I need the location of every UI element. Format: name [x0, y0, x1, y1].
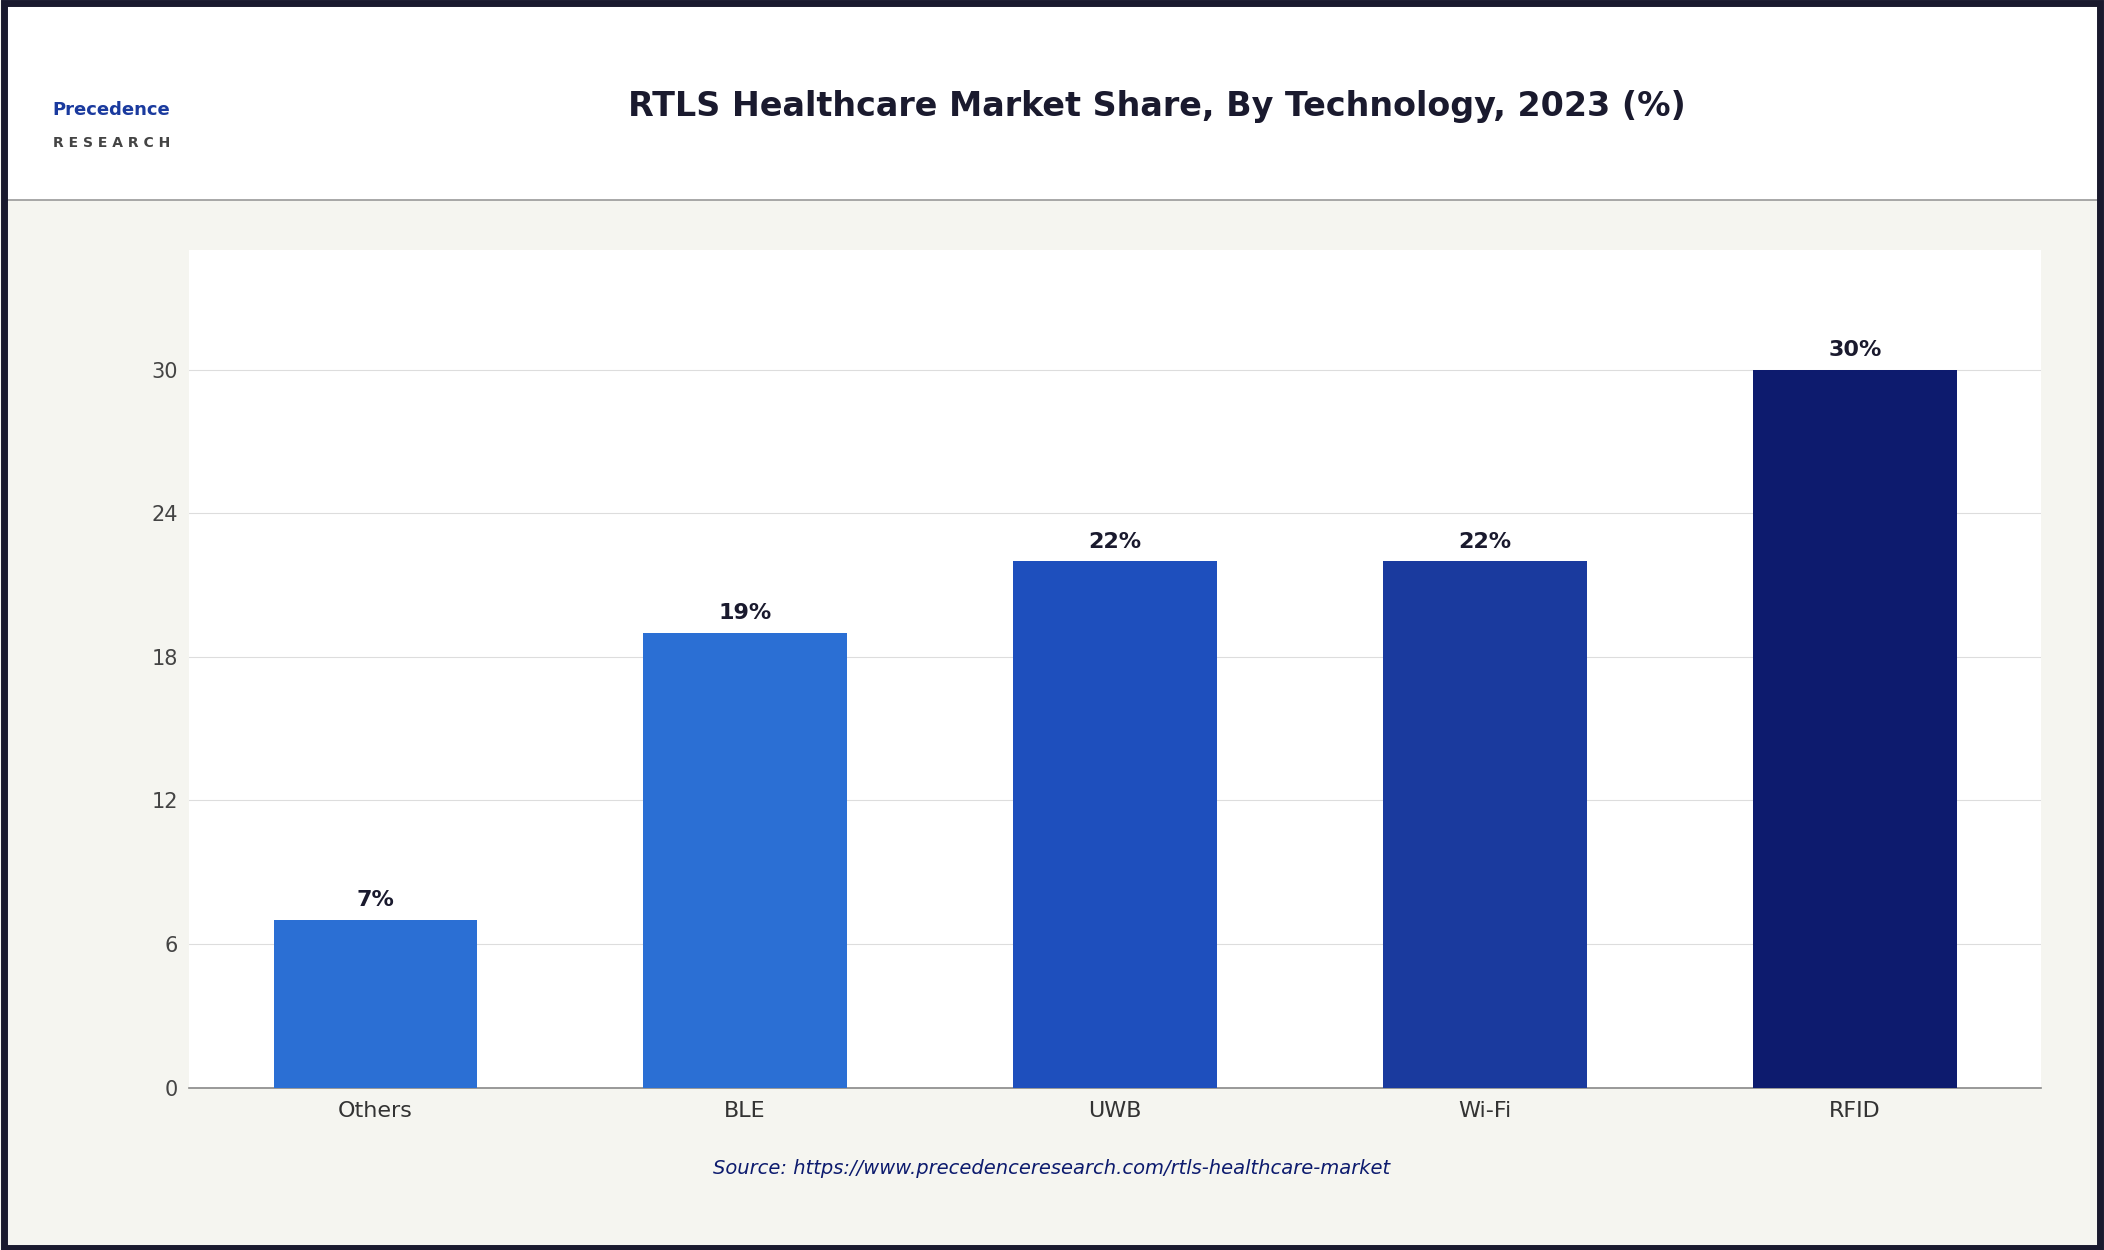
- Text: RTLS Healthcare Market Share, By Technology, 2023 (%): RTLS Healthcare Market Share, By Technol…: [629, 90, 1685, 123]
- Bar: [1014, 561, 1216, 1088]
- Text: 7%: 7%: [356, 890, 393, 910]
- Bar: [644, 632, 848, 1088]
- Text: 22%: 22%: [1458, 531, 1511, 551]
- Text: R E S E A R C H: R E S E A R C H: [53, 136, 170, 150]
- Bar: [1753, 370, 1957, 1088]
- Bar: [274, 920, 478, 1088]
- Text: 30%: 30%: [1828, 340, 1881, 360]
- Text: 19%: 19%: [720, 604, 772, 624]
- Text: 22%: 22%: [1088, 531, 1142, 551]
- Text: Precedence: Precedence: [53, 101, 170, 119]
- Text: Source: https://www.precedenceresearch.com/rtls-healthcare-market: Source: https://www.precedenceresearch.c…: [713, 1159, 1391, 1179]
- Bar: [1382, 561, 1586, 1088]
